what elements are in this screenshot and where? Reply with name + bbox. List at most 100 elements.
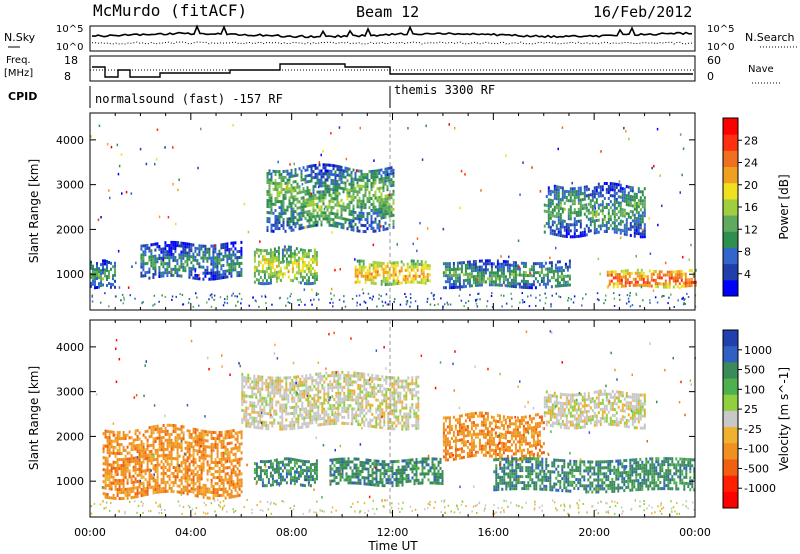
echo-cell	[180, 265, 183, 269]
echo-cell	[376, 214, 379, 218]
echo-cell	[249, 404, 252, 408]
echo-cell	[528, 283, 531, 287]
echo-cell	[370, 278, 373, 282]
echo-cell	[214, 265, 217, 269]
echo-cell	[160, 271, 163, 275]
echo-cell	[306, 180, 309, 184]
echo-cell	[398, 281, 401, 285]
echo-cell	[642, 277, 645, 281]
echo-cell	[386, 188, 389, 192]
echo-cell	[314, 163, 317, 167]
echo-cell	[226, 433, 229, 437]
echo-cell	[312, 212, 315, 216]
echo-cell	[376, 172, 379, 176]
echo-cell	[271, 385, 274, 389]
echo-cell	[316, 205, 318, 208]
echo-cell	[470, 272, 473, 276]
echo-cell	[188, 266, 191, 270]
echo-cell	[476, 274, 479, 278]
echo-cell	[104, 432, 107, 436]
echo-cell	[204, 274, 207, 278]
echo-cell	[573, 211, 576, 215]
echo-cell	[320, 175, 323, 179]
echo-cell	[281, 478, 284, 482]
echo-cell	[263, 408, 266, 412]
echo-cell	[226, 442, 229, 446]
echo-cell	[597, 185, 600, 189]
echo-cell	[346, 188, 349, 192]
echo-cell	[268, 196, 271, 200]
echo-cell	[608, 273, 611, 277]
echo-cell	[384, 200, 387, 204]
echo-cell	[573, 190, 576, 194]
echo-cell	[629, 204, 632, 207]
echo-cell	[148, 270, 151, 274]
echo-cell	[373, 159, 375, 162]
echo-cell	[629, 305, 632, 308]
echo-cell	[307, 270, 310, 274]
echo-cell	[313, 298, 315, 301]
echo-cell	[546, 270, 549, 274]
echo-cell	[376, 199, 379, 203]
echo-cell	[234, 268, 237, 272]
echo-cell	[194, 440, 197, 444]
echo-cell	[666, 273, 669, 277]
echo-cell	[297, 471, 300, 475]
echo-cell	[470, 269, 473, 273]
echo-cell	[109, 196, 111, 200]
echo-cell	[676, 285, 679, 289]
echo-cell	[309, 466, 312, 470]
echo-cell	[106, 466, 109, 469]
echo-cell	[174, 250, 177, 253]
echo-cell	[279, 391, 282, 395]
echo-cell	[277, 482, 280, 486]
echo-cell	[230, 477, 233, 481]
echo-cell	[264, 294, 266, 297]
echo-cell	[502, 266, 505, 269]
echo-cell	[360, 178, 363, 182]
echo-cell	[613, 182, 616, 186]
echo-cell	[142, 487, 145, 491]
echo-cell	[287, 469, 290, 473]
echo-cell	[202, 441, 205, 445]
echo-cell	[291, 424, 294, 427]
echo-cell	[595, 198, 598, 201]
echo-cell	[670, 276, 673, 280]
echo-cell	[307, 261, 310, 265]
echo-cell	[243, 202, 246, 206]
echo-cell	[202, 450, 205, 454]
echo-cell	[688, 278, 691, 282]
echo-cell	[194, 431, 197, 435]
echo-cell	[617, 204, 620, 208]
echo-cell	[270, 205, 273, 209]
echo-cell	[238, 460, 241, 464]
echo-cell	[278, 215, 281, 219]
echo-cell	[322, 211, 325, 215]
echo-cell	[253, 404, 256, 408]
echo-cell	[240, 433, 243, 437]
echo-cell	[384, 301, 387, 304]
echo-cell	[253, 253, 256, 257]
echo-cell	[553, 196, 556, 200]
echo-cell	[322, 217, 325, 221]
echo-cell	[406, 274, 409, 278]
echo-cell	[142, 490, 145, 494]
echo-cell	[218, 488, 221, 491]
echo-cell	[514, 267, 517, 271]
echo-cell	[287, 254, 290, 258]
echo-cell	[122, 458, 125, 461]
echo-cell	[313, 465, 316, 469]
echo-cell	[554, 269, 557, 273]
echo-cell	[102, 447, 105, 451]
echo-cell	[324, 214, 327, 218]
echo-cell	[641, 199, 644, 203]
echo-cell	[210, 436, 213, 440]
echo-cell	[271, 480, 274, 484]
echo-cell	[166, 429, 169, 433]
echo-cell	[178, 442, 181, 446]
echo-cell	[150, 443, 153, 447]
echo-cell	[476, 271, 479, 275]
echo-cell	[283, 248, 286, 252]
echo-cell	[579, 231, 582, 235]
echo-cell	[301, 468, 304, 472]
